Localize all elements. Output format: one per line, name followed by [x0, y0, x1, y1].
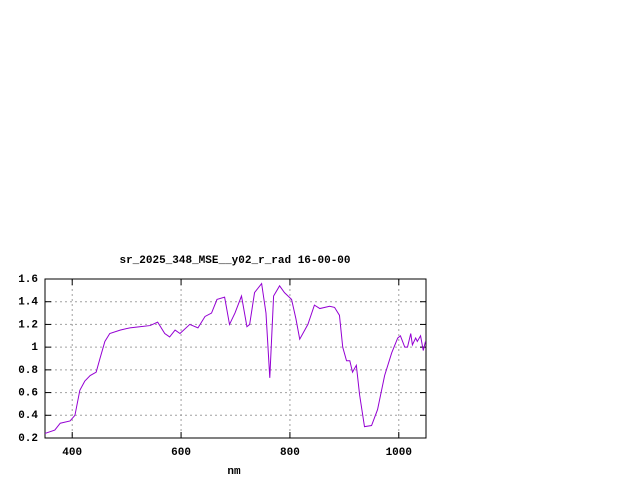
x-tick-label: 1000 — [386, 447, 412, 459]
y-tick-label: 1.2 — [18, 319, 38, 331]
y-tick-label: 0.6 — [18, 387, 38, 399]
y-tick-label: 0.4 — [18, 410, 38, 422]
y-tick-label: 1 — [31, 342, 38, 354]
x-tick-label: 600 — [171, 447, 191, 459]
y-tick-label: 1.6 — [18, 274, 38, 286]
x-axis-label: nm — [227, 466, 241, 478]
y-tick-label: 0.8 — [18, 365, 38, 377]
plot-frame — [44, 278, 427, 439]
data-line — [44, 282, 426, 434]
y-tick-label: 0.2 — [18, 433, 38, 445]
x-tick-label: 400 — [62, 447, 82, 459]
y-tick-label: 1.4 — [18, 297, 38, 309]
x-tick-label: 800 — [280, 447, 300, 459]
chart-title: sr_2025_348_MSE__y02_r_rad 16-00-00 — [119, 255, 350, 267]
